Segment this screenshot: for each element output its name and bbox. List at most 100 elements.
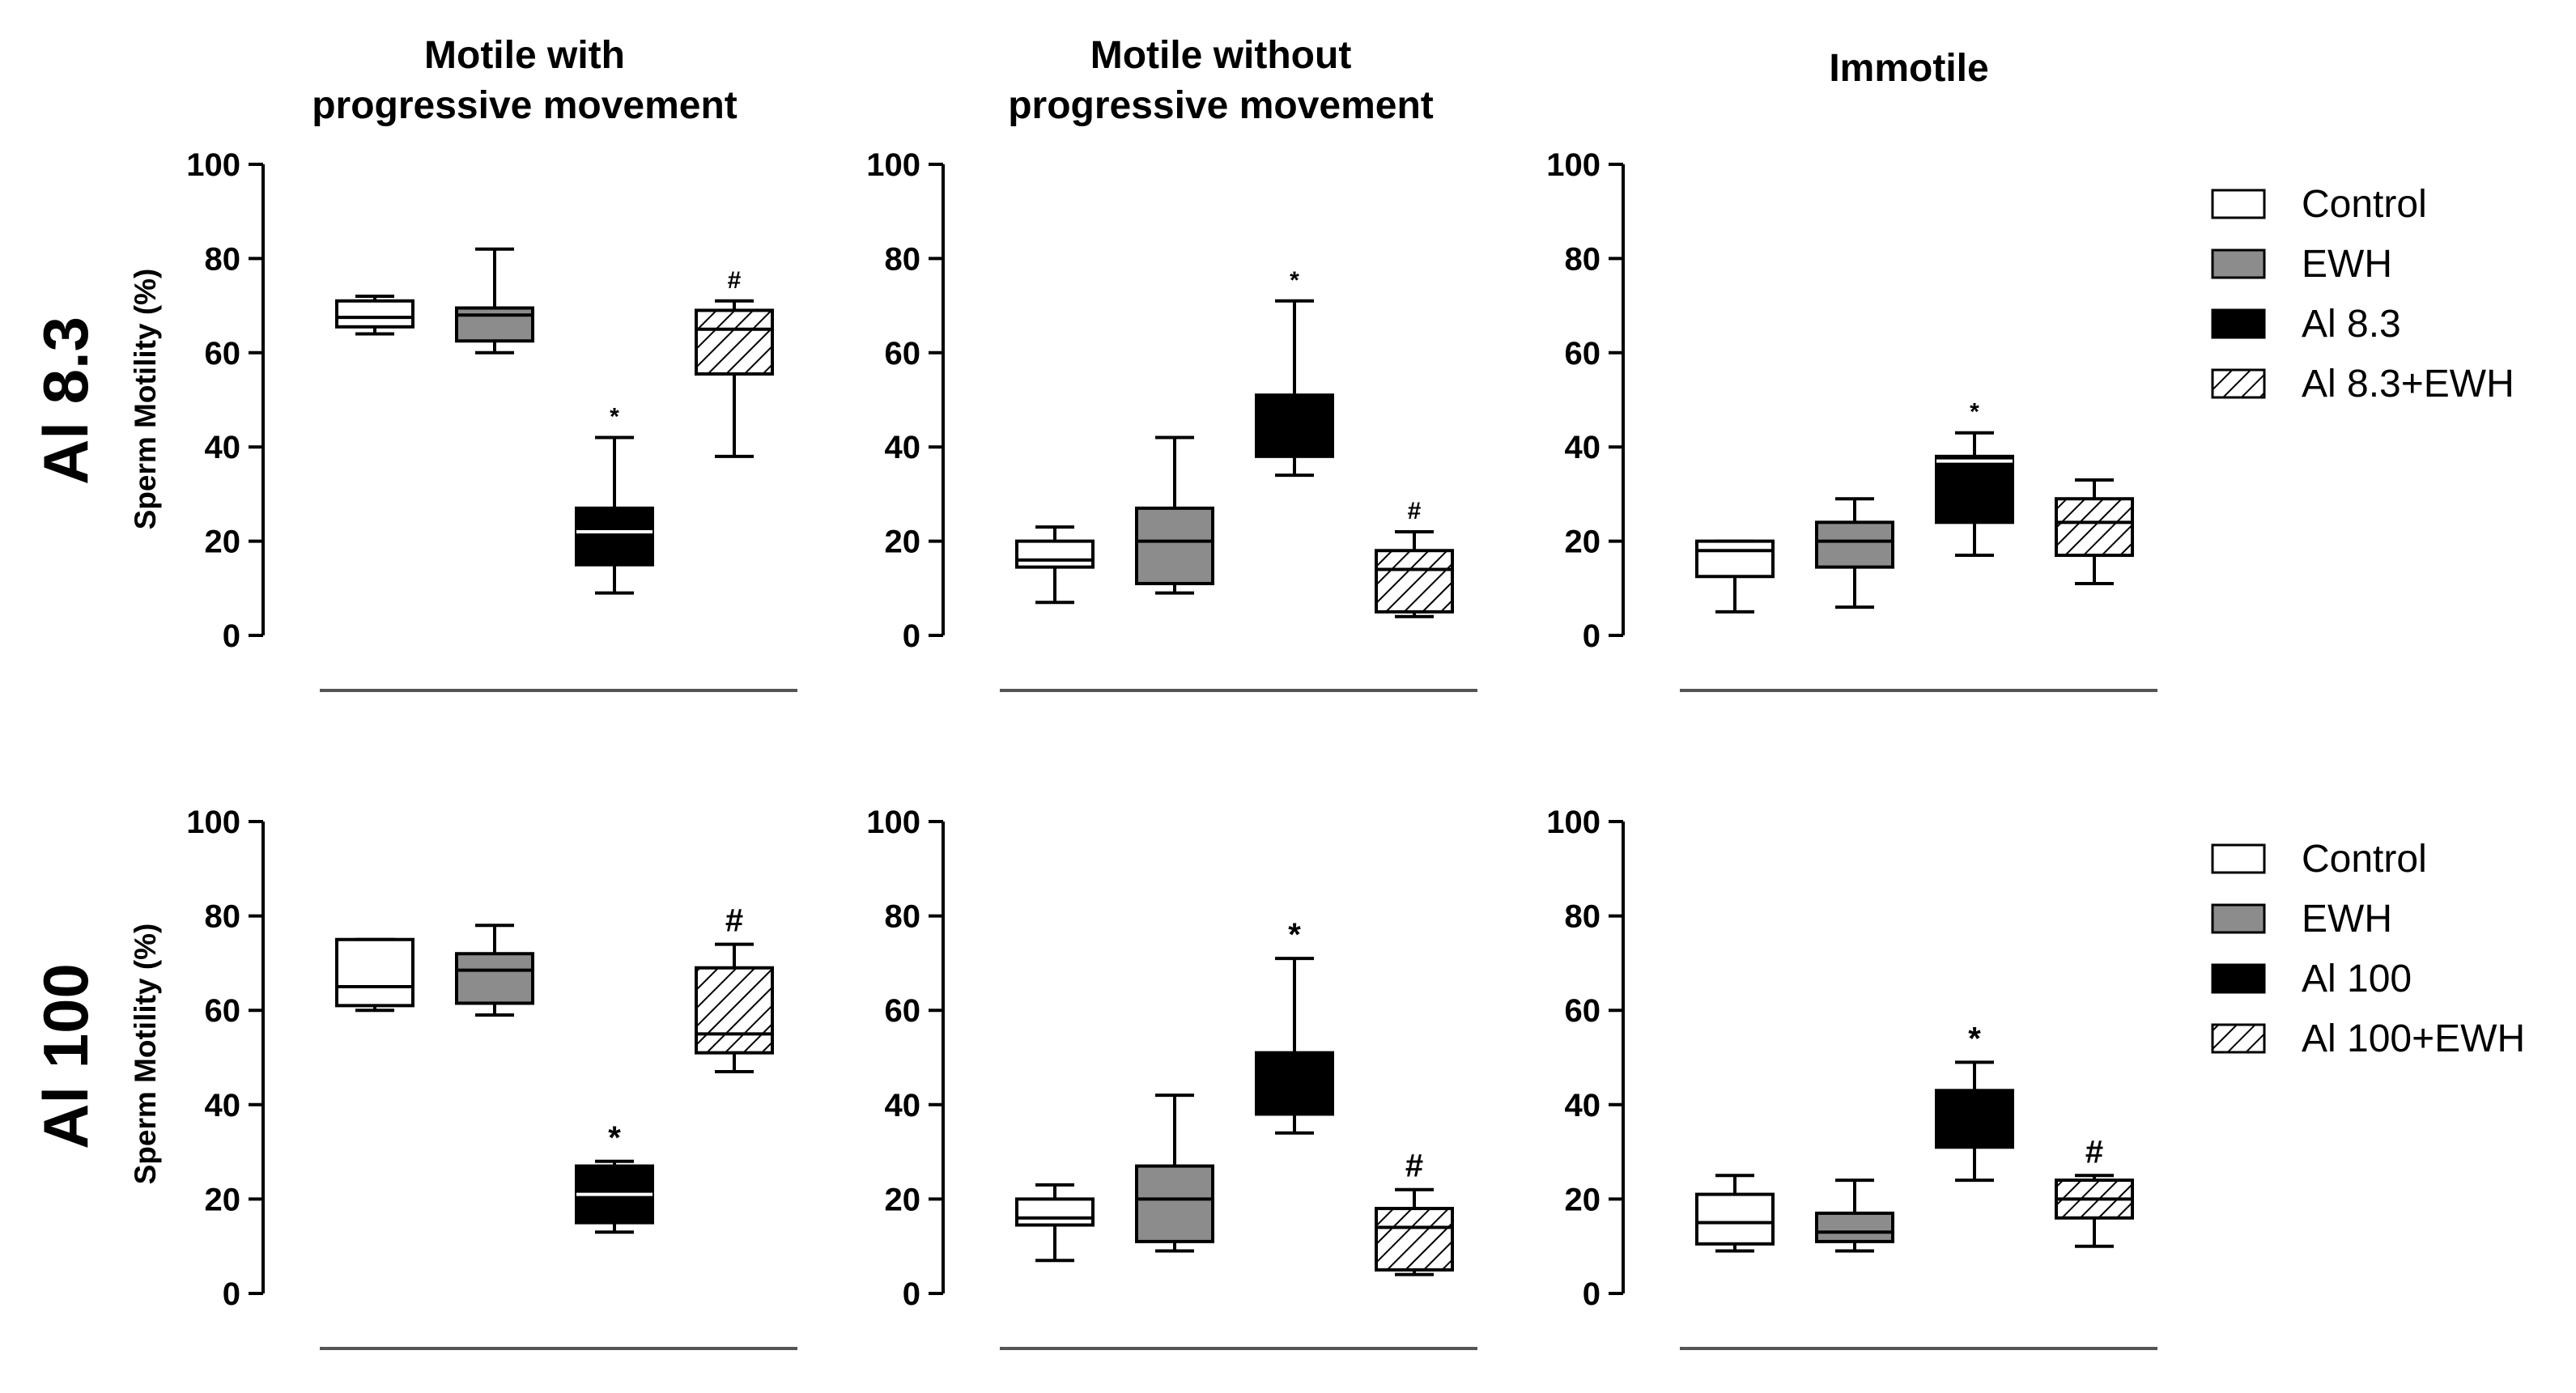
y-tick-label: 80 <box>885 899 921 935</box>
panel-title-motile-progressive-line1: Motile with <box>424 34 625 77</box>
significance-marker: * <box>608 1120 621 1156</box>
y-tick-label: 60 <box>885 336 921 372</box>
panel-title-motile-nonprogressive-line2: progressive movement <box>1008 84 1434 127</box>
row-label-al-8-3: Al 8.3 <box>30 316 101 485</box>
box-al-100-ewh: # <box>2055 1134 2134 1248</box>
box-al-8-3-ewh: # <box>695 267 774 458</box>
box-ewh <box>1135 1094 1214 1253</box>
legend-label-ewh: EWH <box>2302 243 2392 286</box>
y-tick-label: 60 <box>885 993 921 1029</box>
box-al-8-3: * <box>1255 267 1334 478</box>
y-tick-label: 60 <box>205 993 241 1029</box>
box-iqr <box>1815 1211 1894 1243</box>
y-tick-label: 0 <box>223 1276 240 1312</box>
y-tick-label: 80 <box>1565 899 1601 935</box>
box-control <box>1015 525 1095 605</box>
legend-label-al: Al 8.3 <box>2302 303 2401 346</box>
box-control <box>335 937 414 1013</box>
panel-row2-col1: 0 20 40 60 80 100 * # <box>186 805 797 1350</box>
y-tick-label: 40 <box>1565 1088 1601 1123</box>
box-iqr <box>455 952 534 1005</box>
y-tick-label: 40 <box>1565 430 1601 465</box>
box-iqr <box>335 937 414 1008</box>
box-iqr <box>1695 539 1775 579</box>
significance-marker: # <box>1408 498 1422 524</box>
box-iqr <box>575 506 654 567</box>
legend-row1: Control EWH Al 8.3 Al 8.3+EWH <box>2211 183 2514 406</box>
y-tick-label: 100 <box>1546 805 1600 840</box>
box-control <box>335 294 414 336</box>
significance-marker: # <box>728 267 742 294</box>
y-tick-label: 60 <box>1565 336 1601 372</box>
box-al-8-3: * <box>575 404 654 595</box>
box-iqr <box>1135 506 1214 585</box>
box-al-100: * <box>575 1120 654 1234</box>
significance-marker: # <box>725 903 743 939</box>
legend-swatch-control <box>2211 843 2266 874</box>
legend-label-control: Control <box>2302 183 2427 226</box>
y-tick-label: 100 <box>186 147 240 183</box>
box-ewh <box>1135 435 1214 595</box>
panel-row2-col2: 0 20 40 60 80 100 * # <box>866 805 1477 1350</box>
legend-swatch-al-ewh <box>2211 368 2266 399</box>
panel-title-motile-progressive-line2: progressive movement <box>312 84 738 127</box>
legend-swatch-ewh <box>2211 903 2266 934</box>
panel-row1-col3: 0 20 40 60 80 100 * <box>1546 147 2157 692</box>
y-tick-label: 100 <box>1546 147 1600 183</box>
box-iqr <box>1015 1197 1095 1227</box>
y-tick-label: 60 <box>1565 993 1601 1029</box>
y-tick-label: 40 <box>885 1088 921 1123</box>
box-iqr <box>695 966 774 1055</box>
box-iqr <box>1935 454 2014 524</box>
legend-swatch-control <box>2211 189 2266 219</box>
box-al-100: * <box>1255 917 1334 1135</box>
y-tick-label: 20 <box>885 1182 921 1217</box>
y-tick-label: 100 <box>866 805 920 840</box>
box-al-100-ewh: # <box>695 903 774 1073</box>
y-tick-label: 20 <box>1565 524 1601 560</box>
box-al-100-ewh: # <box>1375 1149 1454 1276</box>
y-tick-label: 0 <box>1583 1276 1600 1312</box>
box-iqr <box>1695 1192 1775 1246</box>
box-iqr <box>1015 539 1095 569</box>
box-al-8-3-ewh: # <box>1375 498 1454 618</box>
y-tick-label: 20 <box>1565 1182 1601 1217</box>
row-label-al-100: Al 100 <box>30 963 101 1149</box>
significance-marker: * <box>1288 917 1301 953</box>
significance-marker: # <box>2085 1134 2103 1170</box>
box-ewh <box>1815 497 1894 609</box>
box-iqr <box>2055 497 2134 558</box>
box-ewh <box>455 247 534 355</box>
significance-marker: * <box>1290 267 1299 294</box>
box-iqr <box>455 306 534 343</box>
significance-marker: # <box>1405 1149 1423 1184</box>
y-tick-label: 80 <box>205 241 241 277</box>
box-al-100: * <box>1935 1021 2014 1183</box>
box-control <box>1695 539 1775 614</box>
legend-swatch-al-ewh <box>2211 1023 2266 1054</box>
box-ewh <box>1815 1179 1894 1253</box>
legend-swatch-al <box>2211 308 2266 339</box>
box-iqr <box>695 308 774 376</box>
box-iqr <box>335 299 414 329</box>
y-axis-title-row2: Sperm Motility (%) <box>129 924 162 1185</box>
box-iqr <box>1255 393 1334 458</box>
y-tick-label: 40 <box>205 1088 241 1123</box>
legend-label-ewh: EWH <box>2302 898 2392 941</box>
box-control <box>1695 1174 1775 1253</box>
y-tick-label: 100 <box>186 805 240 840</box>
panel-title-immotile: Immotile <box>1829 47 1988 90</box>
y-tick-label: 0 <box>903 618 920 654</box>
legend-label-al-ewh: Al 8.3+EWH <box>2302 363 2514 406</box>
box-plot-panels: 0 20 40 60 80 100 * #0 20 40 60 80 100 * #0 20 40 60 80 100… <box>186 147 2157 1350</box>
y-tick-label: 100 <box>866 147 920 183</box>
box-iqr <box>1135 1164 1214 1243</box>
y-tick-label: 0 <box>903 1276 920 1312</box>
y-tick-label: 0 <box>223 618 240 654</box>
legend-swatch-ewh <box>2211 248 2266 279</box>
legend-label-al-ewh: Al 100+EWH <box>2302 1017 2525 1060</box>
y-tick-label: 80 <box>885 241 921 277</box>
legend-label-control: Control <box>2302 838 2427 881</box>
y-tick-label: 60 <box>205 336 241 372</box>
